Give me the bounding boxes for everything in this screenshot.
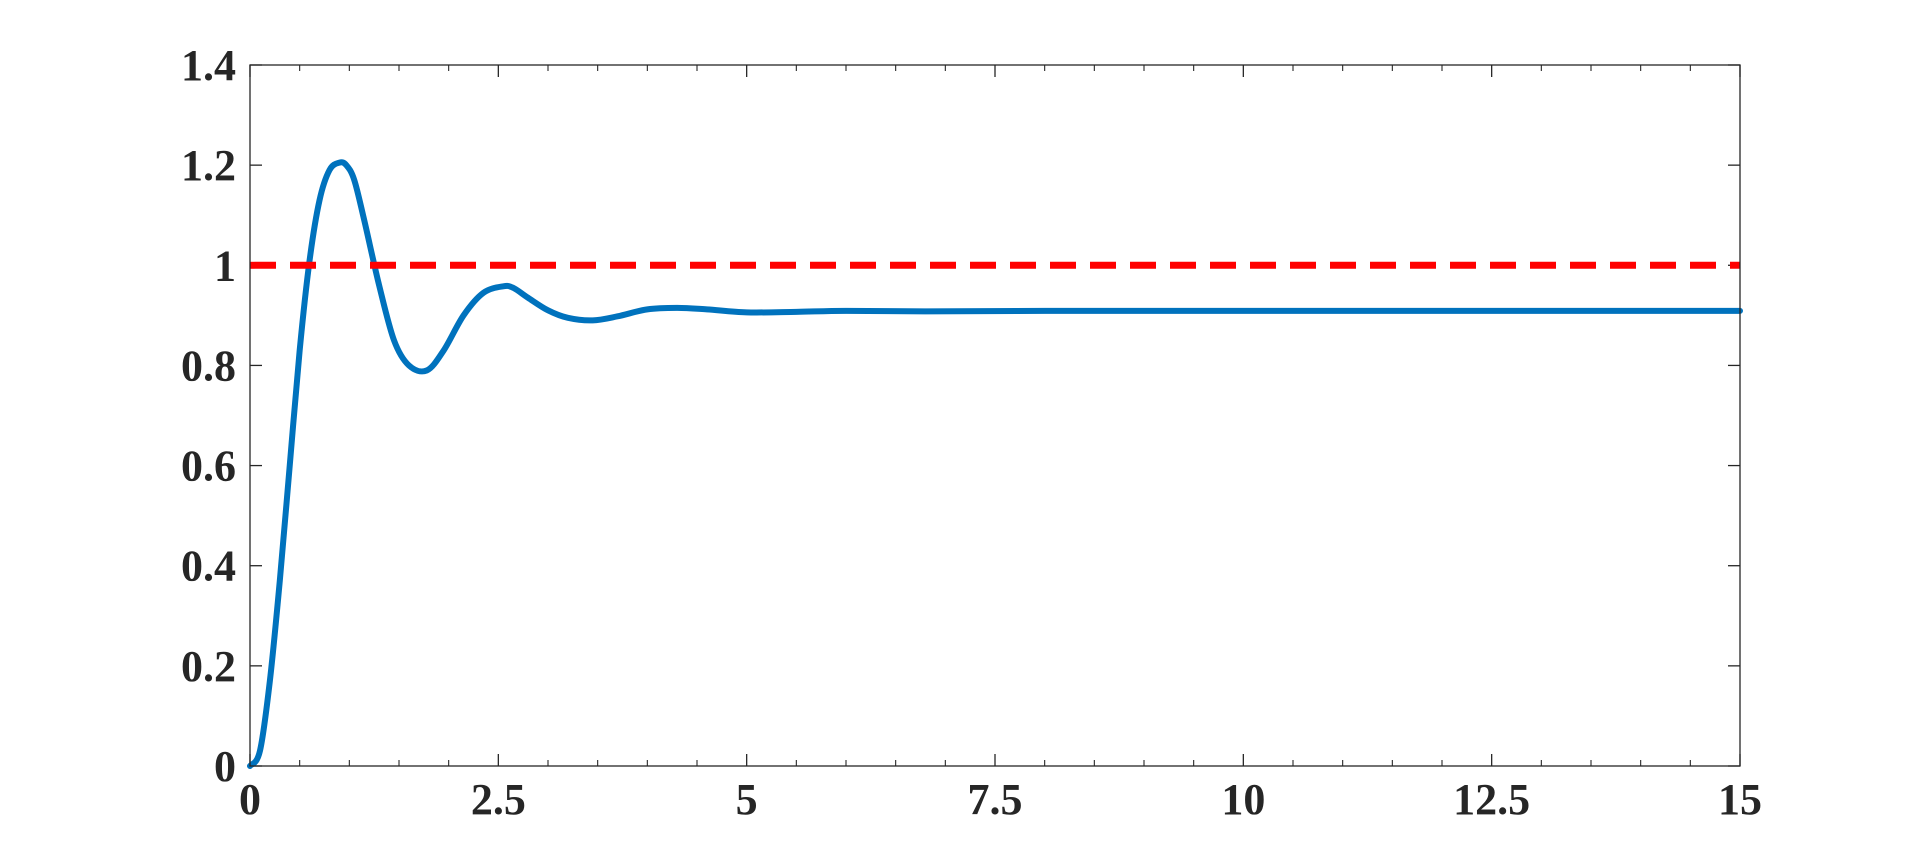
y-tick-label: 0.4 bbox=[181, 542, 236, 591]
x-tick-label: 10 bbox=[1221, 775, 1265, 824]
y-tick-label: 0.6 bbox=[181, 442, 236, 491]
x-tick-label: 12.5 bbox=[1453, 775, 1530, 824]
y-tick-label: 0.8 bbox=[181, 341, 236, 390]
y-tick-label: 0.2 bbox=[181, 642, 236, 691]
series-layer bbox=[247, 159, 1743, 769]
plot-area bbox=[250, 65, 1740, 766]
y-tick-label: 0 bbox=[214, 742, 236, 791]
x-tick-label: 0 bbox=[239, 775, 261, 824]
labels-layer: 0 2.5 5 7.5 10 12.5 15 0 0.2 0.4 0.6 0.8 1 1.2 1.4 bbox=[181, 41, 1762, 824]
x-tick-label: 5 bbox=[736, 775, 758, 824]
y-tick-label: 1.2 bbox=[181, 141, 236, 190]
x-tick-label: 15 bbox=[1718, 775, 1762, 824]
plot-frame bbox=[249, 64, 1741, 767]
response-curve-line bbox=[247, 159, 1743, 769]
y-tick-label: 1 bbox=[214, 241, 236, 290]
x-tick-label: 7.5 bbox=[968, 775, 1023, 824]
x-tick-label: 2.5 bbox=[471, 775, 526, 824]
y-tick-label: 1.4 bbox=[181, 41, 236, 90]
